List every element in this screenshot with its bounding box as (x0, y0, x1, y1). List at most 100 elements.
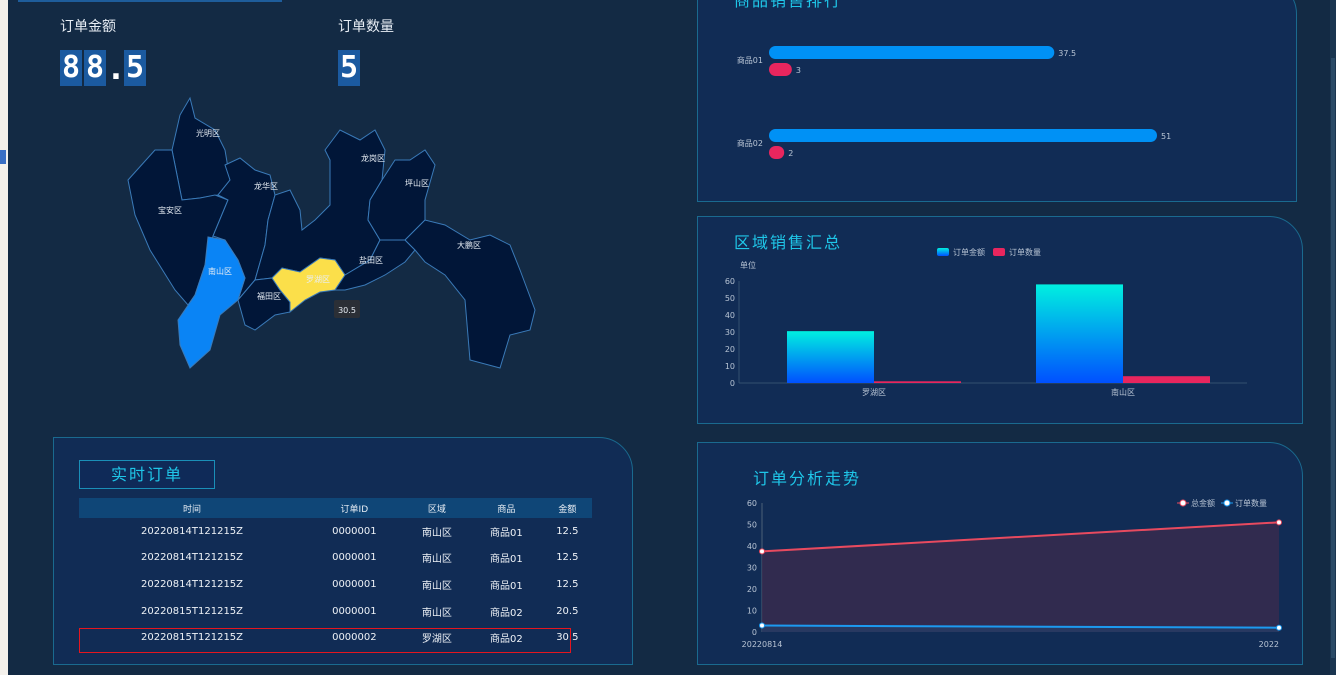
y-tick-label: 20 (725, 345, 735, 354)
table-cell: 20220814T121215Z (140, 525, 244, 537)
legend-marker (1179, 499, 1187, 507)
y-tick-label: 20 (747, 585, 757, 594)
y-tick-label: 30 (725, 328, 735, 337)
district-label: 罗湖区 (306, 275, 330, 284)
table-row[interactable]: 20220814T121215Z 0000001 南山区 商品01 12.5 (79, 518, 592, 545)
table-cell: 南山区 (421, 554, 452, 566)
y-tick-label: 50 (747, 521, 757, 530)
district-region[interactable] (177, 236, 246, 369)
y-tick-label: 0 (752, 628, 757, 637)
table-cell: 0000001 (332, 578, 377, 590)
table-cell: 20.5 (556, 605, 579, 617)
district-region[interactable] (171, 96, 231, 201)
district-label: 龙岗区 (361, 153, 385, 163)
ranking-chart: 商品01 37.5 3 商品02 51 2 (737, 46, 1171, 159)
bar-value-label: 37.5 (1058, 49, 1076, 58)
district-label: 龙华区 (254, 181, 278, 191)
region-title: 区域销售汇总 (734, 233, 843, 252)
y-tick-label: 60 (747, 499, 757, 508)
table-cell: 商品01 (490, 554, 523, 566)
data-point (759, 548, 765, 555)
table-cell: 南山区 (421, 527, 452, 539)
table-cell: 南山区 (421, 580, 452, 592)
bar (769, 46, 1055, 59)
district-label: 南山区 (208, 266, 232, 276)
digit: 8 (84, 50, 106, 86)
y-tick-label: 0 (730, 379, 735, 388)
column-header: 时间 (79, 498, 306, 518)
x-tick-label: 南山区 (1111, 387, 1135, 397)
district-region[interactable] (334, 239, 416, 291)
ranking-panel: 商品销售排行 (697, 0, 1297, 202)
series-line (761, 521, 1280, 553)
table-cell: 30.5 (556, 632, 579, 644)
y-tick-label: 10 (725, 362, 735, 371)
table-row[interactable]: 20220815T121215Z 0000002 罗湖区 商品02 30.5 (79, 624, 592, 651)
y-tick-label: 40 (725, 311, 735, 320)
y-tick-label: 10 (747, 607, 757, 616)
y-axis-label: 单位 (740, 260, 756, 270)
digit: 8 (60, 50, 82, 86)
bar (1123, 376, 1210, 383)
x-tick-label: 20220814 (742, 640, 783, 649)
bar (769, 146, 785, 159)
y-tick-label: 30 (747, 564, 757, 573)
table-cell: 商品01 (490, 527, 523, 539)
orders-table: 时间 订单ID 区域 商品 金额 20220814T121215Z 0000001 南山区商… (79, 498, 592, 651)
column-header: 区域 (403, 498, 471, 518)
data-point (1276, 519, 1282, 526)
table-cell: 12.5 (556, 525, 579, 537)
table-cell: 罗湖区 (421, 634, 452, 646)
digit: . (110, 52, 122, 87)
selected-row-outline (79, 628, 571, 653)
digit: 5 (124, 50, 146, 86)
table-cell: 20220814T121215Z (140, 552, 244, 564)
left-edge (0, 0, 8, 675)
x-tick-label: 罗湖区 (862, 388, 886, 397)
table-cell: 商品02 (490, 634, 523, 646)
table-cell: 商品02 (490, 607, 523, 619)
count-label: 订单数量 (338, 19, 394, 35)
bar (787, 331, 874, 383)
district-label: 盐田区 (359, 255, 383, 265)
table-cell: 20220815T121215Z (140, 605, 244, 617)
legend-label: 订单金额 (953, 247, 985, 257)
data-point (759, 622, 765, 629)
bar-value-label: 2 (788, 149, 793, 158)
table-cell: 0000001 (332, 525, 377, 537)
bar-value-label: 3 (796, 66, 801, 75)
orders-title: 实时订单 (79, 460, 215, 489)
y-tick-label: 50 (725, 294, 735, 303)
ranking-title: 商品销售排行 (734, 0, 843, 10)
x-tick-label: 2022 (1259, 640, 1279, 649)
table-row[interactable]: 20220815T121215Z 0000001 南山区 商品02 20.5 (79, 598, 592, 625)
count-value: 5 (338, 50, 362, 86)
table-cell: 12.5 (556, 552, 579, 564)
table-cell: 商品01 (490, 580, 523, 592)
series-line (761, 624, 1280, 629)
category-label: 商品01 (737, 55, 763, 65)
district-region[interactable] (404, 219, 536, 369)
table-cell: 20220814T121215Z (140, 578, 244, 590)
series-area (762, 625, 1279, 632)
digit: 5 (338, 50, 360, 86)
district-region[interactable] (367, 149, 436, 241)
scrollbar[interactable] (1330, 0, 1336, 675)
legend-label: 订单数量 (1009, 247, 1041, 257)
header-line (18, 0, 282, 2)
table-cell: 20220815T121215Z (140, 632, 244, 644)
bar (769, 129, 1157, 142)
district-label: 坪山区 (405, 178, 429, 188)
legend-swatch (937, 248, 949, 256)
y-tick-label: 40 (747, 542, 757, 551)
table-row[interactable]: 20220814T121215Z 0000001 南山区 商品01 12.5 (79, 571, 592, 598)
amount-label: 订单金额 (60, 19, 116, 35)
legend-marker (1223, 499, 1231, 507)
table-cell: 0000001 (332, 552, 377, 564)
table-row[interactable]: 20220814T121215Z 0000001 南山区 商品01 12.5 (79, 545, 592, 572)
tooltip-text: 30.5 (338, 306, 356, 315)
legend-swatch (993, 248, 1005, 256)
y-tick-label: 60 (725, 277, 735, 286)
